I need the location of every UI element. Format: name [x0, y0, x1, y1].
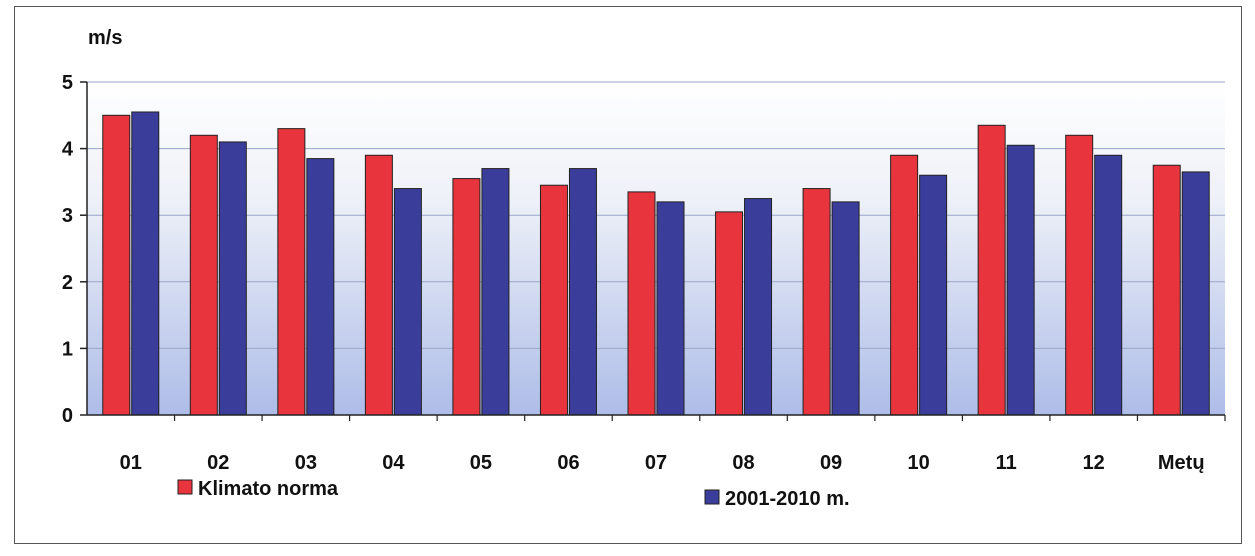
x-tick-label: 05 [470, 452, 492, 474]
x-tick-label: 08 [732, 452, 754, 474]
x-tick-label: 04 [382, 452, 405, 474]
bar-klimato-norma-10 [890, 154, 919, 416]
x-tick-label: 12 [1083, 452, 1105, 474]
bar-2001-2010-06 [568, 168, 597, 416]
bar-klimato-norma-11 [977, 124, 1006, 416]
gridlines [87, 81, 1225, 349]
bar-klimato-norma-Metų [1152, 164, 1181, 416]
plot-area [87, 82, 1225, 415]
bar-klimato-norma-01 [102, 114, 131, 416]
bar-2001-2010-11 [1006, 144, 1035, 416]
bar-klimato-norma-09 [802, 188, 831, 416]
bars [102, 111, 1210, 416]
y-tick-label: 4 [62, 139, 74, 161]
bar-klimato-norma-06 [539, 184, 568, 416]
bar-klimato-norma-12 [1065, 134, 1094, 416]
bar-2001-2010-10 [919, 174, 948, 416]
bar-2001-2010-04 [393, 188, 422, 416]
bar-2001-2010-01 [131, 111, 160, 416]
bar-2001-2010-09 [831, 201, 860, 416]
y-tick-label: 5 [62, 72, 73, 94]
x-tick-label: 03 [295, 452, 317, 474]
legend-swatch [177, 479, 193, 495]
y-tick-label: 3 [62, 205, 73, 227]
bar-2001-2010-02 [218, 141, 247, 416]
y-tick-label: 1 [62, 338, 73, 360]
bar-klimato-norma-05 [452, 178, 481, 416]
legend-label: 2001-2010 m. [725, 488, 850, 510]
legend-label: Klimato norma [198, 478, 339, 500]
bar-2001-2010-12 [1094, 154, 1123, 416]
x-tick-label: 02 [207, 452, 229, 474]
bar-2001-2010-Metų [1181, 171, 1210, 416]
y-axis-unit-label: m/s [88, 27, 122, 49]
x-tick-label: 10 [907, 452, 929, 474]
x-tick-label: Metų [1158, 452, 1205, 474]
x-tick-label: 01 [120, 452, 142, 474]
x-tick-label: 06 [557, 452, 579, 474]
bar-2001-2010-03 [306, 158, 335, 416]
bar-klimato-norma-04 [364, 154, 393, 416]
bar-klimato-norma-03 [277, 128, 306, 416]
x-tick-label: 09 [820, 452, 842, 474]
bar-2001-2010-05 [481, 168, 510, 416]
bar-klimato-norma-08 [715, 211, 744, 416]
y-tick-label: 2 [62, 272, 73, 294]
legend: Klimato norma 2001-2010 m. [177, 478, 850, 510]
x-tick-label: 07 [645, 452, 667, 474]
bar-klimato-norma-07 [627, 191, 656, 416]
bar-2001-2010-07 [656, 201, 685, 416]
bar-klimato-norma-02 [189, 134, 218, 416]
x-tick-label: 11 [996, 452, 1017, 474]
y-tick-label: 0 [62, 405, 73, 427]
bar-2001-2010-08 [744, 198, 773, 416]
legend-swatch [704, 489, 720, 505]
